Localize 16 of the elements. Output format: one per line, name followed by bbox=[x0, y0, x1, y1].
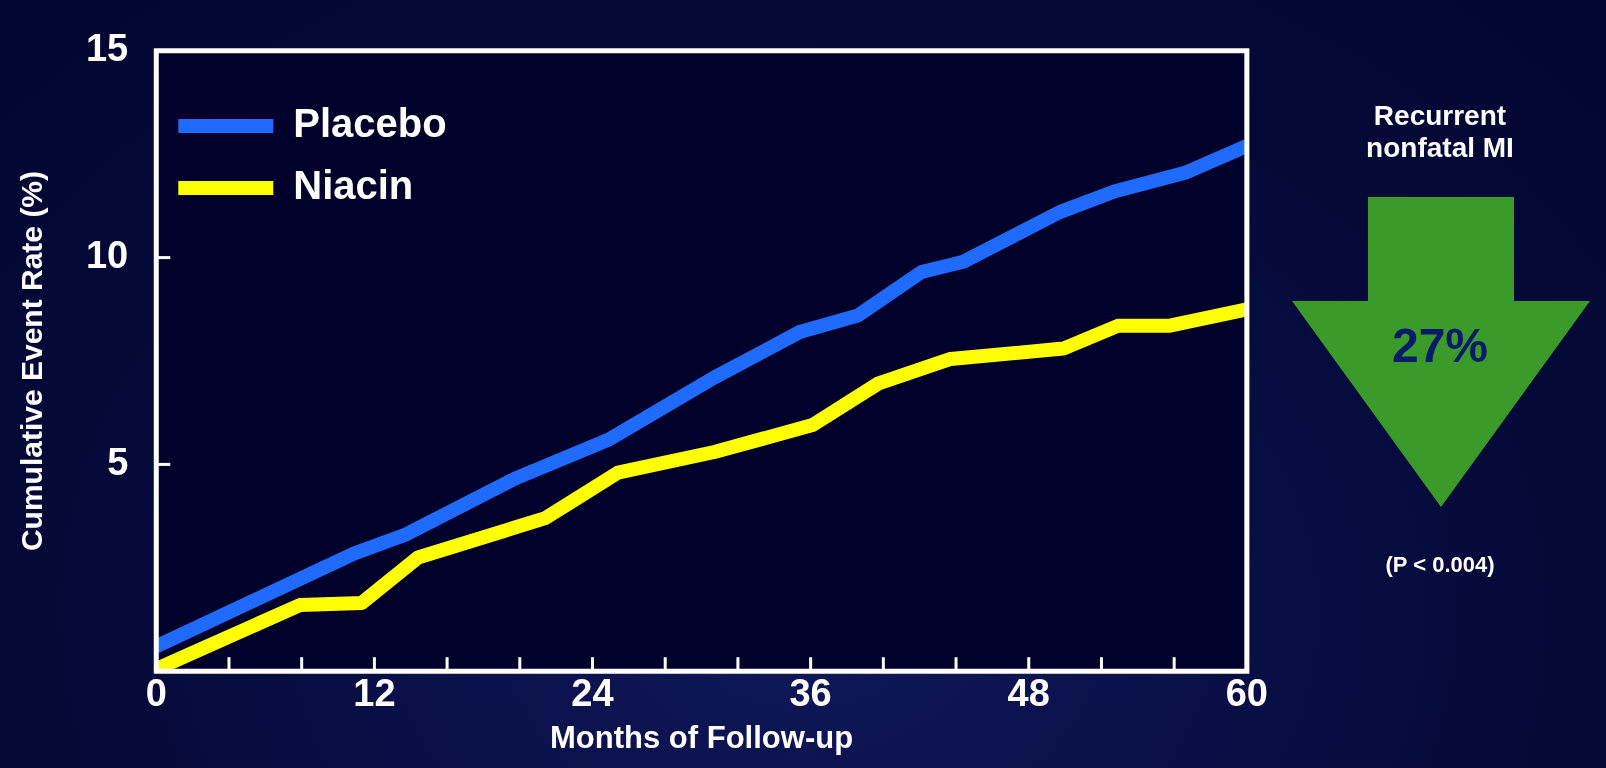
text: (P < 0.004) bbox=[1384, 552, 1496, 578]
y-axis-title: Cumulative Event Rate (%) bbox=[15, 170, 49, 552]
text: 27% bbox=[1390, 318, 1490, 373]
x-tick-label: 24 bbox=[571, 672, 614, 715]
y-tick-label: 15 bbox=[85, 27, 129, 70]
legend-label: Niacin bbox=[293, 163, 414, 208]
y-tick-label: 5 bbox=[107, 440, 129, 483]
x-axis-title: Months of Follow-up bbox=[550, 719, 854, 755]
x-tick-label: 0 bbox=[145, 672, 167, 715]
y-tick-label: 10 bbox=[85, 234, 129, 277]
text: Recurrent nonfatal MI bbox=[1365, 100, 1515, 164]
x-tick-label: 48 bbox=[1007, 672, 1050, 715]
x-tick-label: 36 bbox=[789, 672, 832, 715]
legend-label: Placebo bbox=[293, 101, 447, 146]
x-tick-label: 60 bbox=[1225, 672, 1269, 715]
x-tick-label: 12 bbox=[353, 672, 396, 715]
